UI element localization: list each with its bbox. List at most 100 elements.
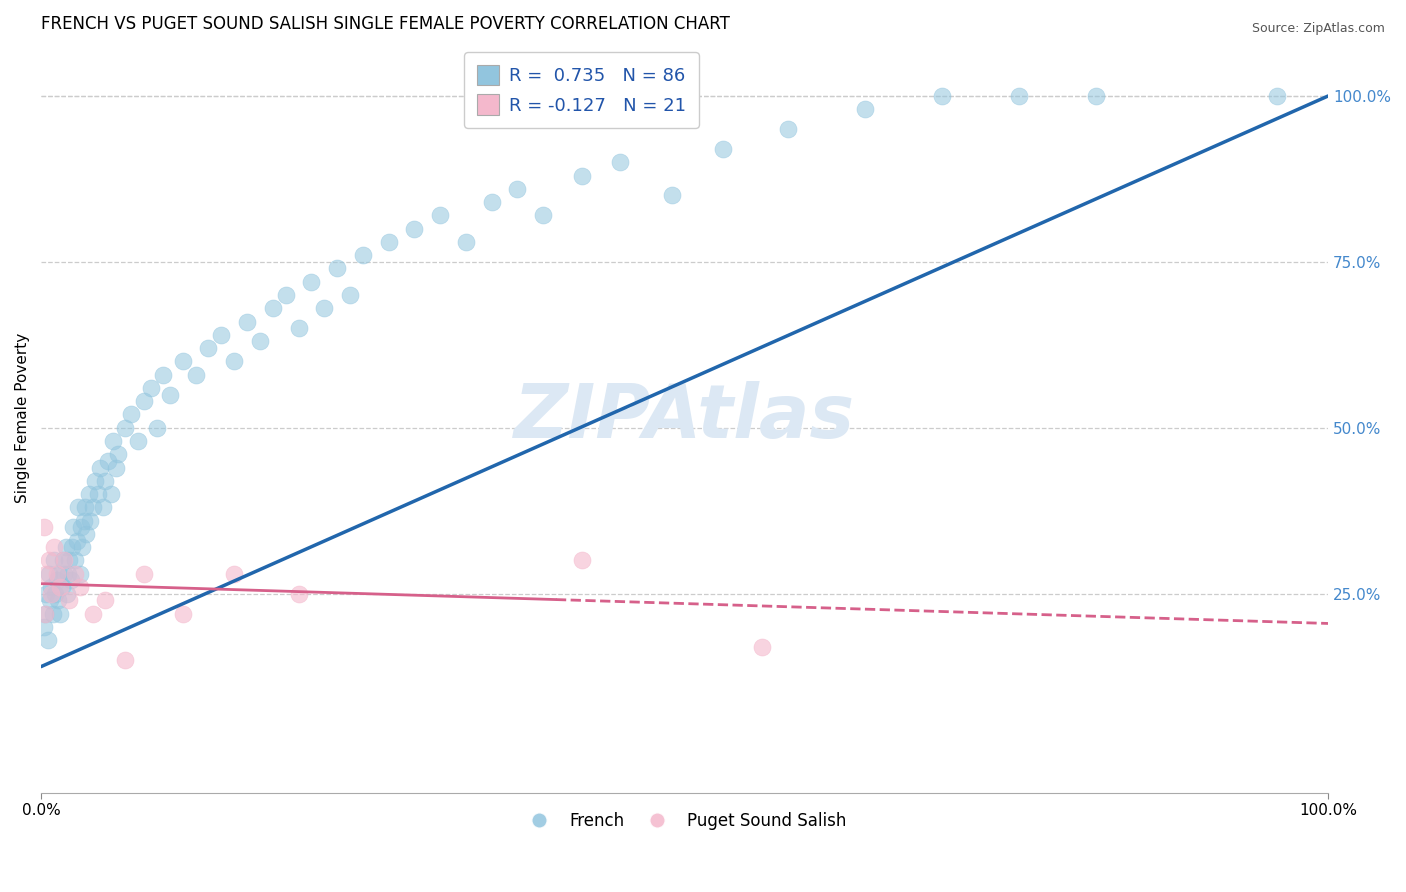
Point	[46, 593, 69, 607]
Point	[42, 553, 65, 567]
Point	[184, 368, 207, 382]
Point	[100, 487, 122, 501]
Point	[224, 566, 246, 581]
Point	[60, 540, 83, 554]
Point	[58, 593, 80, 607]
Point	[84, 474, 107, 488]
Point	[1008, 89, 1031, 103]
Point	[429, 208, 451, 222]
Point	[326, 261, 349, 276]
Point	[103, 434, 125, 448]
Point	[41, 586, 63, 600]
Point	[82, 500, 104, 515]
Point	[172, 607, 194, 621]
Point	[609, 155, 631, 169]
Point	[34, 607, 56, 621]
Point	[314, 301, 336, 316]
Point	[454, 235, 477, 249]
Legend: French, Puget Sound Salish: French, Puget Sound Salish	[516, 805, 853, 837]
Point	[63, 553, 86, 567]
Point	[59, 574, 82, 588]
Point	[94, 474, 117, 488]
Point	[70, 520, 93, 534]
Point	[132, 566, 155, 581]
Point	[35, 566, 58, 581]
Point	[97, 454, 120, 468]
Point	[58, 553, 80, 567]
Point	[571, 169, 593, 183]
Point	[48, 566, 70, 581]
Point	[262, 301, 284, 316]
Point	[139, 381, 162, 395]
Point	[77, 487, 100, 501]
Point	[38, 553, 60, 567]
Point	[66, 533, 89, 548]
Point	[49, 580, 72, 594]
Point	[87, 487, 110, 501]
Point	[114, 653, 136, 667]
Point	[44, 586, 66, 600]
Point	[45, 566, 67, 581]
Text: ZIPAtlas: ZIPAtlas	[515, 381, 855, 454]
Point	[67, 500, 90, 515]
Point	[91, 500, 114, 515]
Point	[72, 514, 94, 528]
Point	[287, 586, 309, 600]
Point	[45, 574, 67, 588]
Point	[79, 514, 101, 528]
Point	[62, 520, 84, 534]
Point	[404, 221, 426, 235]
Point	[776, 122, 799, 136]
Point	[132, 394, 155, 409]
Point	[39, 593, 62, 607]
Point	[53, 566, 76, 581]
Point	[299, 275, 322, 289]
Point	[249, 334, 271, 349]
Point	[661, 188, 683, 202]
Y-axis label: Single Female Poverty: Single Female Poverty	[15, 333, 30, 503]
Point	[1265, 89, 1288, 103]
Point	[49, 607, 72, 621]
Point	[172, 354, 194, 368]
Point	[209, 327, 232, 342]
Point	[32, 620, 55, 634]
Point	[377, 235, 399, 249]
Point	[107, 447, 129, 461]
Point	[38, 566, 60, 581]
Point	[274, 288, 297, 302]
Point	[37, 633, 59, 648]
Point	[53, 553, 76, 567]
Point	[73, 500, 96, 515]
Point	[72, 540, 94, 554]
Point	[481, 195, 503, 210]
Point	[82, 607, 104, 621]
Point	[75, 527, 97, 541]
Point	[531, 208, 554, 222]
Point	[34, 607, 56, 621]
Point	[571, 553, 593, 567]
Point	[152, 368, 174, 382]
Point	[69, 580, 91, 594]
Point	[56, 566, 79, 581]
Point	[711, 142, 734, 156]
Point	[114, 421, 136, 435]
Point	[506, 182, 529, 196]
Point	[32, 520, 55, 534]
Point	[52, 553, 75, 567]
Point	[1085, 89, 1108, 103]
Point	[159, 387, 181, 401]
Point	[63, 566, 86, 581]
Point	[287, 321, 309, 335]
Point	[41, 607, 63, 621]
Point	[41, 580, 63, 594]
Point	[197, 341, 219, 355]
Point	[352, 248, 374, 262]
Point	[94, 593, 117, 607]
Point	[56, 586, 79, 600]
Point	[69, 566, 91, 581]
Point	[42, 540, 65, 554]
Point	[35, 586, 58, 600]
Point	[146, 421, 169, 435]
Point	[127, 434, 149, 448]
Text: FRENCH VS PUGET SOUND SALISH SINGLE FEMALE POVERTY CORRELATION CHART: FRENCH VS PUGET SOUND SALISH SINGLE FEMA…	[41, 15, 730, 33]
